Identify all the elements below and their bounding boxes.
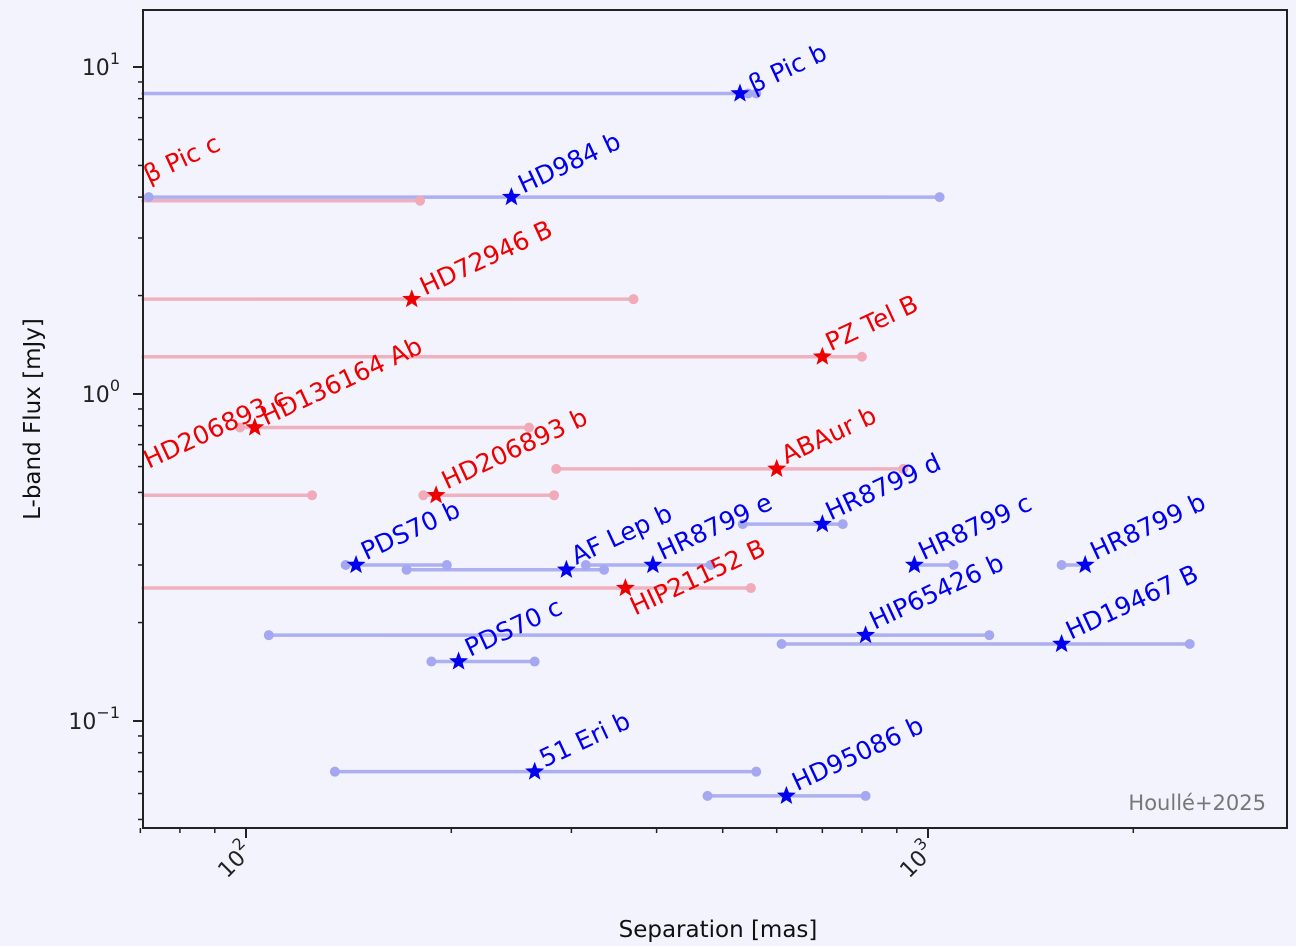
object-star-marker	[776, 785, 796, 804]
range-endpoint	[551, 463, 562, 474]
range-endpoint	[143, 192, 154, 203]
range-endpoint	[340, 559, 351, 570]
range-endpoint	[524, 422, 535, 433]
range-endpoint	[307, 490, 318, 501]
object-star-marker	[449, 651, 469, 670]
object-star-marker	[556, 559, 576, 578]
range-endpoint	[329, 766, 340, 777]
range-endpoint	[837, 519, 848, 530]
range-endpoint	[898, 463, 909, 474]
range-endpoint	[415, 195, 426, 206]
y-axis-title: L-band Flux [mJy]	[20, 318, 46, 520]
object-star-marker	[426, 485, 446, 504]
range-endpoint	[529, 656, 540, 667]
range-endpoint	[599, 564, 610, 575]
plot-background	[143, 10, 1287, 828]
y-tick-label: 100	[82, 376, 120, 408]
object-star-marker	[1052, 634, 1072, 653]
x-tick-label: 102	[209, 834, 259, 884]
range-endpoint	[1056, 559, 1067, 570]
range-endpoints	[143, 88, 1195, 801]
y-tick-label: 101	[82, 49, 120, 81]
object-star-marker	[1075, 555, 1095, 574]
range-endpoint	[426, 656, 437, 667]
object-star-marker	[245, 417, 265, 436]
range-endpoint	[441, 559, 452, 570]
object-star-marker	[767, 458, 787, 477]
range-endpoint	[856, 351, 867, 362]
range-endpoint	[580, 559, 591, 570]
range-endpoint	[235, 422, 246, 433]
range-endpoint	[418, 490, 429, 501]
object-star-marker	[730, 83, 750, 102]
object-star-marker	[501, 187, 521, 206]
x-axis-title: Separation [mas]	[619, 917, 818, 943]
object-star-marker	[402, 289, 422, 308]
x-axis-ticks: 102 103	[139, 828, 1135, 884]
y-tick-label: 10−1	[68, 703, 120, 735]
x-tick-label: 103	[891, 834, 941, 884]
object-markers	[245, 83, 1095, 804]
range-endpoint	[745, 583, 756, 594]
range-endpoint	[776, 638, 787, 649]
range-endpoint	[702, 790, 713, 801]
object-star-marker	[856, 625, 876, 644]
y-axis-ticks: 10−1 100 101	[68, 49, 143, 821]
object-star-marker	[615, 578, 635, 597]
range-endpoint	[751, 88, 762, 99]
range-endpoint	[860, 790, 871, 801]
object-star-marker	[812, 514, 832, 533]
range-endpoint	[737, 519, 748, 530]
range-endpoint	[263, 630, 274, 641]
range-endpoint	[705, 559, 716, 570]
range-endpoint	[401, 564, 412, 575]
object-star-marker	[643, 555, 663, 574]
range-endpoint	[984, 630, 995, 641]
object-star-marker	[904, 555, 924, 574]
range-endpoint	[948, 559, 959, 570]
range-endpoint	[549, 490, 560, 501]
range-endpoint	[934, 192, 945, 203]
range-endpoint	[751, 766, 762, 777]
object-star-marker	[525, 761, 545, 780]
object-star-marker	[812, 346, 832, 365]
credit-text: Houllé+2025	[1128, 791, 1266, 815]
plot-frame	[142, 9, 1288, 829]
range-endpoint	[1184, 638, 1195, 649]
range-endpoint	[628, 294, 639, 305]
object-star-marker	[346, 555, 366, 574]
